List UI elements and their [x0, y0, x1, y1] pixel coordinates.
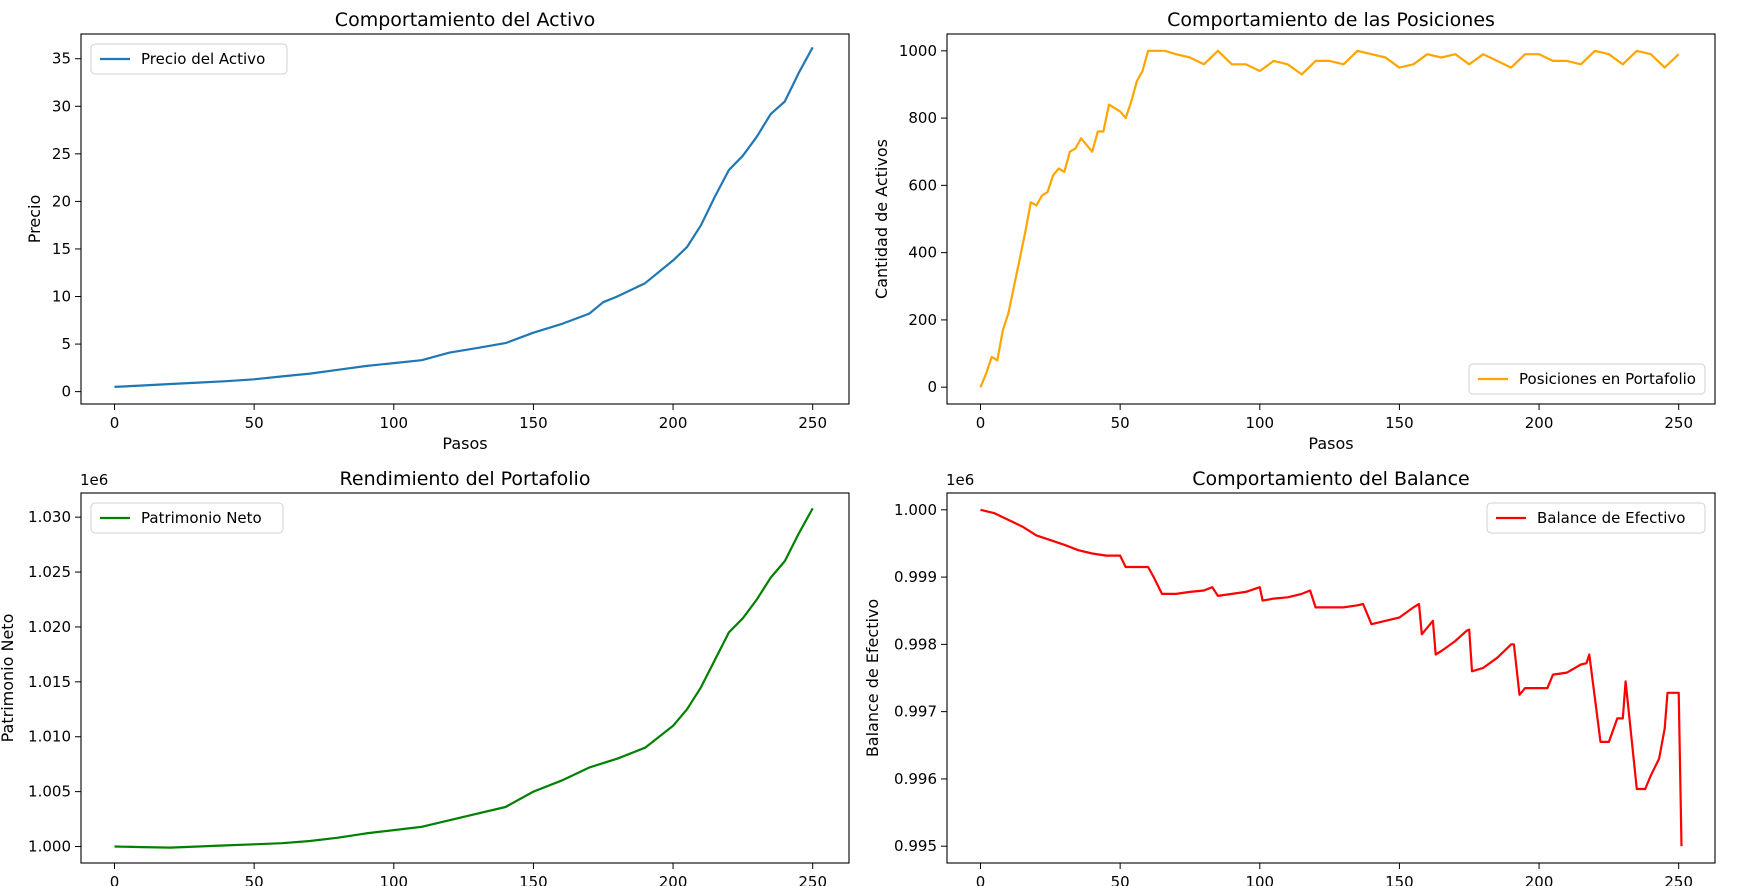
legend-label: Balance de Efectivo	[1537, 509, 1685, 527]
x-axis-label: Pasos	[1308, 434, 1353, 453]
legend-box	[1468, 363, 1706, 395]
y-tick-label: 800	[908, 109, 937, 127]
legend-box	[90, 502, 284, 534]
legend-label: Patrimonio Neto	[141, 509, 262, 527]
chart-title: Rendimiento del Portafolio	[340, 468, 591, 490]
y-tick-label: 15	[52, 240, 71, 258]
y-tick-label: 1.005	[28, 783, 71, 801]
x-tick-label: 100	[1245, 873, 1274, 886]
x-tick-label: 0	[976, 873, 986, 886]
x-tick-label: 250	[798, 414, 827, 432]
x-tick-label: 250	[1664, 414, 1693, 432]
x-tick-label: 200	[1525, 873, 1554, 886]
y-offset-label: 1e6	[80, 471, 108, 489]
x-tick-label: 0	[110, 873, 120, 886]
x-tick-label: 150	[1385, 873, 1414, 886]
x-tick-label: 250	[798, 873, 827, 886]
legend: Precio del Activo	[90, 43, 288, 75]
legend-box	[90, 43, 288, 75]
legend-label: Posiciones en Portafolio	[1519, 370, 1696, 388]
y-tick-label: 0.997	[894, 703, 937, 721]
x-tick-label: 150	[519, 873, 548, 886]
y-tick-label: 0	[927, 378, 937, 396]
chart-posiciones: 0 50 100 150 200 250 0 200 400 600 800 1000 Comporta…	[872, 9, 1716, 453]
legend: Posiciones en Portafolio	[1468, 363, 1706, 395]
y-tick-label: 0.998	[894, 635, 937, 653]
x-tick-label: 150	[1385, 414, 1414, 432]
y-tick-label: 1.025	[28, 563, 71, 581]
x-tick-label: 100	[1245, 414, 1274, 432]
y-tick-label: 200	[908, 311, 937, 329]
y-tick-label: 20	[52, 192, 71, 210]
x-tick-label: 200	[1525, 414, 1554, 432]
series-line-0	[980, 508, 1683, 847]
y-tick-label: 1.020	[28, 618, 71, 636]
y-tick-label: 5	[61, 335, 71, 353]
y-tick-label: 1.000	[894, 501, 937, 519]
y-axis-label: Patrimonio Neto	[0, 614, 17, 743]
chart-rendimiento-portafolio: 0 50 100 150 200 250 1.000 1.005 1.010 1.015 1.020…	[0, 468, 850, 886]
x-tick-label: 100	[379, 873, 408, 886]
chart-title: Comportamiento del Activo	[335, 9, 595, 31]
chart-title: Comportamiento del Balance	[1192, 468, 1469, 490]
y-offset-label: 1e6	[946, 471, 974, 489]
x-tick-label: 0	[976, 414, 986, 432]
y-tick-label: 35	[52, 50, 71, 68]
y-tick-label: 0.999	[894, 568, 937, 586]
x-tick-label: 200	[659, 873, 688, 886]
x-tick-label: 0	[110, 414, 120, 432]
series-line-0	[114, 507, 814, 849]
chart-precio-activo: 0 50 100 150 200 250 0 5 10 15 20 25 30 35 Comportamie…	[25, 9, 850, 453]
y-tick-label: 0.996	[894, 770, 937, 788]
y-tick-label: 600	[908, 176, 937, 194]
y-tick-label: 1.000	[28, 838, 71, 856]
x-tick-label: 150	[519, 414, 548, 432]
x-tick-label: 50	[245, 414, 264, 432]
y-tick-label: 10	[52, 288, 71, 306]
y-tick-label: 1000	[899, 42, 937, 60]
x-tick-label: 250	[1664, 873, 1693, 886]
y-tick-label: 25	[52, 145, 71, 163]
y-tick-label: 30	[52, 97, 71, 115]
x-tick-label: 100	[379, 414, 408, 432]
y-tick-label: 0	[61, 383, 71, 401]
legend: Balance de Efectivo	[1486, 502, 1706, 534]
y-axis-label: Cantidad de Activos	[872, 139, 891, 299]
x-tick-label: 50	[1111, 873, 1130, 886]
y-tick-label: 1.015	[28, 673, 71, 691]
plot-frame	[80, 492, 850, 864]
x-tick-label: 200	[659, 414, 688, 432]
chart-balance: 0 50 100 150 200 250 0.995 0.996 0.997 0.998 0.999…	[863, 468, 1716, 886]
legend-label: Precio del Activo	[141, 50, 265, 68]
y-tick-label: 1.030	[28, 508, 71, 526]
series-line-0	[114, 46, 814, 388]
chart-title: Comportamiento de las Posiciones	[1167, 9, 1495, 31]
y-tick-label: 1.010	[28, 728, 71, 746]
x-tick-label: 50	[245, 873, 264, 886]
series-line-0	[979, 49, 1680, 388]
plot-frame	[80, 33, 850, 405]
plot-frame	[946, 33, 1716, 405]
y-tick-label: 400	[908, 244, 937, 262]
y-tick-label: 0.995	[894, 837, 937, 855]
legend-box	[1486, 502, 1706, 534]
x-tick-label: 50	[1111, 414, 1130, 432]
y-axis-label: Precio	[25, 195, 44, 243]
legend: Patrimonio Neto	[90, 502, 284, 534]
y-axis-label: Balance de Efectivo	[863, 599, 882, 757]
x-axis-label: Pasos	[442, 434, 487, 453]
plot-frame	[946, 492, 1716, 864]
